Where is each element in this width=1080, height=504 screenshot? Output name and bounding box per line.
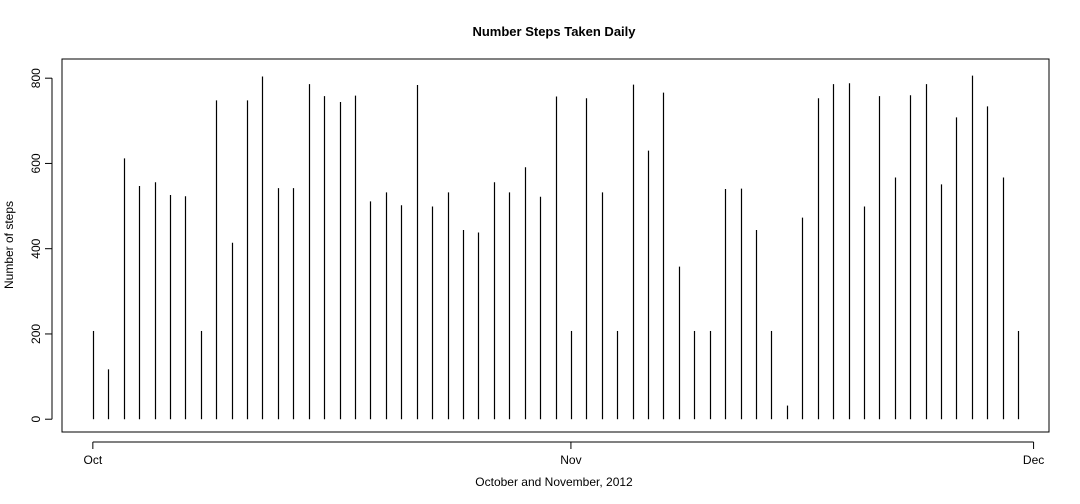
x-tick-label: Nov <box>560 453 581 467</box>
x-axis-label: October and November, 2012 <box>475 475 633 489</box>
y-tick-label: 0 <box>29 416 43 423</box>
y-tick-label: 400 <box>29 238 43 258</box>
x-tick-label: Oct <box>84 453 103 467</box>
bars-group <box>92 75 1020 420</box>
y-tick-label: 200 <box>29 324 43 344</box>
y-tick-label: 800 <box>29 68 43 88</box>
y-axis-label: Number of steps <box>2 201 16 289</box>
x-axis: Oct Nov Dec <box>84 441 1044 467</box>
y-tick-label: 600 <box>29 153 43 173</box>
plot-frame <box>61 58 1050 433</box>
y-axis: 0 200 400 600 800 <box>29 68 53 423</box>
x-tick-label: Dec <box>1023 453 1044 467</box>
chart-title: Number Steps Taken Daily <box>472 24 636 39</box>
